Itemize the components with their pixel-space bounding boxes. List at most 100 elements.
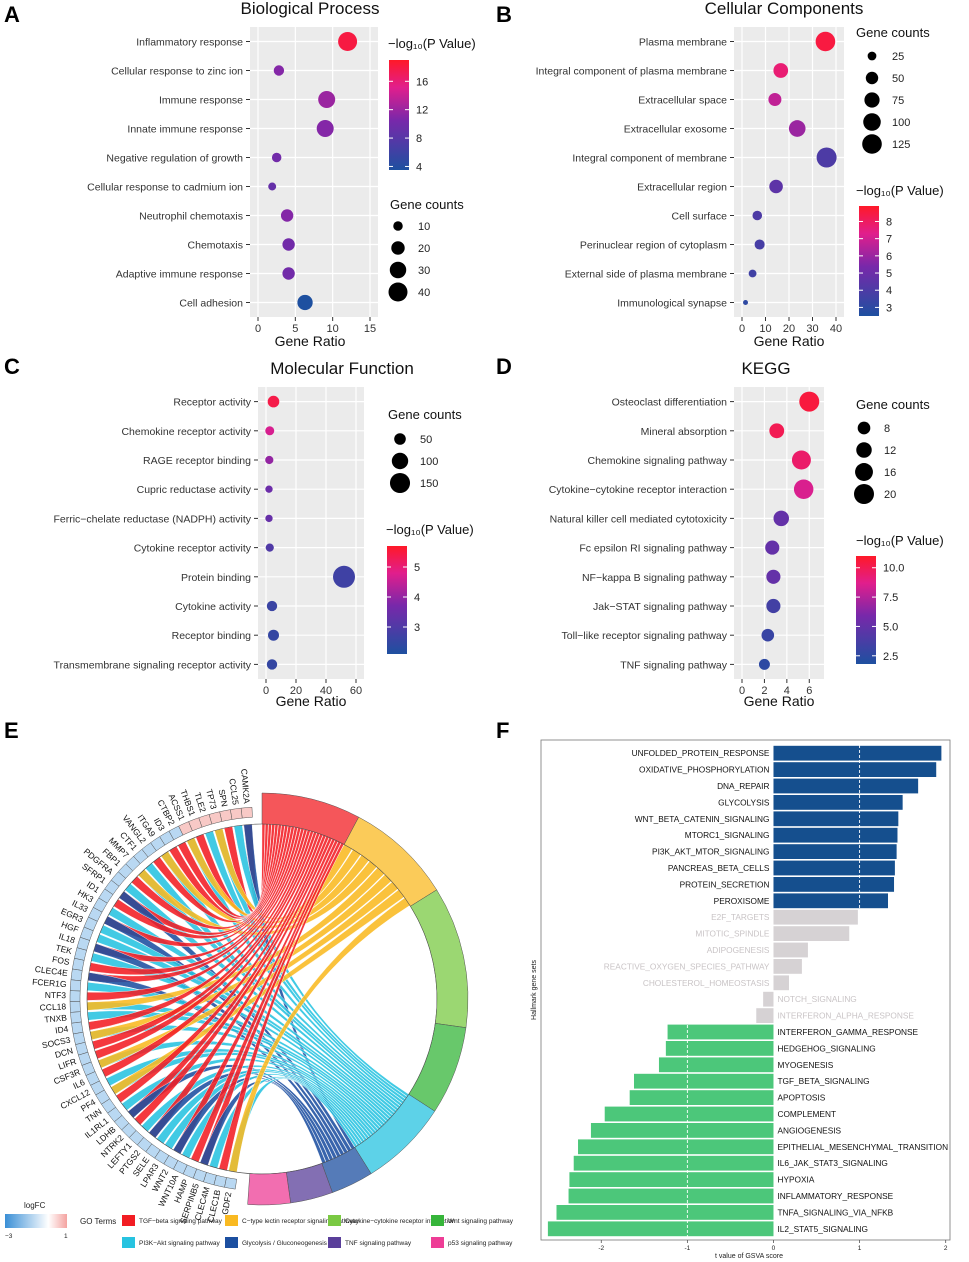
size-legend-dot xyxy=(867,51,877,61)
data-point xyxy=(761,628,775,642)
go-term-swatch xyxy=(122,1215,135,1226)
gene-set-label: HYPOXIA xyxy=(777,1175,814,1185)
gene-set-label: MYOGENESIS xyxy=(777,1060,833,1070)
gene-logfc-cell xyxy=(136,1137,153,1153)
y-category-label: Integral component of plasma membrane xyxy=(536,66,728,78)
gene-logfc-cell xyxy=(168,825,184,841)
color-bar-label: 4 xyxy=(414,592,420,604)
gsva-bar xyxy=(773,745,942,761)
pathway-sector xyxy=(408,1023,467,1112)
y-axis-title: Hallmark gene sets xyxy=(531,960,538,1020)
gene-set-label: E2F_TARGETS xyxy=(711,912,770,922)
size-legend-label: 20 xyxy=(418,243,430,255)
x-tick-label: 0 xyxy=(739,323,745,335)
data-point xyxy=(280,209,294,222)
gene-set-label: PROTEIN_SECRETION xyxy=(680,879,770,889)
size-legend-label: 40 xyxy=(418,287,430,299)
size-legend-label: 100 xyxy=(420,456,438,468)
gsva-bar xyxy=(773,909,858,925)
size-legend-label: 100 xyxy=(892,117,910,129)
panel-label: A xyxy=(4,2,20,27)
go-term-label: C−type lectin receptor signaling pathway xyxy=(242,1218,360,1225)
gene-set-label: APOPTOSIS xyxy=(777,1093,825,1103)
size-legend-label: 12 xyxy=(884,445,896,457)
color-bar-label: 7.5 xyxy=(883,592,898,604)
size-legend-label: 30 xyxy=(418,265,430,277)
panel-e-chord-diagram: E CAMK2A CCL25 SPN TP73 TLE2 THBS1 ACSS1 CTBP2 I… xyxy=(0,712,520,1262)
gsva-bar xyxy=(773,778,919,794)
gene-logfc-cell xyxy=(198,814,213,828)
gsva-bar xyxy=(773,926,850,941)
gene-label: FCER1G xyxy=(32,977,67,989)
data-point xyxy=(769,423,785,439)
go-term-label: TNF signaling pathway xyxy=(345,1240,412,1247)
y-category-label: Perinuclear region of cytoplasm xyxy=(580,240,727,252)
data-point xyxy=(282,238,295,251)
go-term-label: Wnt signaling pathway xyxy=(448,1218,514,1225)
y-category-label: Neutrophil chemotaxis xyxy=(139,211,243,223)
x-axis-title: Gene Ratio xyxy=(744,693,815,709)
data-point xyxy=(265,455,274,465)
go-terms-legend-title: GO Terms xyxy=(80,1217,116,1226)
size-legend-dot xyxy=(864,92,880,108)
y-category-label: Extracellular region xyxy=(637,182,727,194)
y-category-label: Extracellular space xyxy=(638,95,727,107)
y-category-label: Innate immune response xyxy=(127,124,243,136)
data-point xyxy=(265,485,273,493)
y-category-label: Plasma membrane xyxy=(639,37,727,49)
color-bar-label: 12 xyxy=(416,105,428,117)
go-term-swatch xyxy=(225,1215,238,1226)
y-category-label: RAGE receptor binding xyxy=(143,455,251,467)
gene-logfc-cell xyxy=(69,979,82,992)
gsva-bar xyxy=(773,975,789,991)
data-point xyxy=(815,31,836,52)
gsva-bar xyxy=(667,1024,774,1040)
y-category-label: Cytokine−cytokine receptor interaction xyxy=(549,484,727,496)
x-tick-label: 40 xyxy=(830,323,842,335)
gene-logfc-cell xyxy=(92,897,108,913)
gsva-bar xyxy=(773,811,899,827)
gene-logfc-cell xyxy=(72,1031,86,1045)
size-legend-label: 50 xyxy=(420,434,432,446)
gsva-bar xyxy=(573,1155,774,1171)
data-point xyxy=(338,32,358,51)
gene-set-label: UNFOLDED_PROTEIN_RESPONSE xyxy=(632,748,770,758)
gene-label: CCL25 xyxy=(227,778,241,806)
gene-set-label: IL2_STAT5_SIGNALING xyxy=(777,1224,868,1234)
x-tick-label: 10 xyxy=(759,323,771,335)
gene-label: CCL18 xyxy=(39,1001,66,1012)
chart-title: Cellular Components xyxy=(705,0,864,18)
data-point xyxy=(267,395,280,408)
y-category-label: Receptor activity xyxy=(173,397,251,409)
color-bar-label: 2.5 xyxy=(883,651,898,663)
y-category-label: Cellular response to cadmium ion xyxy=(87,182,243,194)
data-point xyxy=(793,479,814,499)
gene-label: FOS xyxy=(51,954,70,967)
gsva-bar xyxy=(633,1073,774,1089)
y-category-label: Cell surface xyxy=(672,211,728,223)
y-category-label: Osteoclast differentiation xyxy=(612,397,728,409)
panel-label: E xyxy=(4,718,19,743)
gene-set-label: CHOLESTEROL_HOMEOSTASIS xyxy=(643,978,770,988)
gene-set-label: GLYCOLYSIS xyxy=(718,797,770,807)
data-point xyxy=(266,659,278,670)
y-category-label: Jak−STAT signaling pathway xyxy=(593,601,728,613)
data-point xyxy=(768,92,782,107)
gene-set-label: ANGIOGENESIS xyxy=(777,1125,841,1135)
y-category-label: Extracellular exosome xyxy=(624,124,727,136)
y-category-label: Cytokine receptor activity xyxy=(134,543,252,555)
y-category-label: Negative regulation of growth xyxy=(106,153,243,165)
gsva-bar xyxy=(578,1139,774,1155)
data-point xyxy=(273,65,285,76)
gene-logfc-cell xyxy=(145,1143,161,1159)
logfc-min-label: −3 xyxy=(5,1233,13,1240)
go-term-label: Cytokine−cytokine receptor interaction xyxy=(345,1218,456,1225)
y-category-label: Immune response xyxy=(159,95,243,107)
gene-set-label: OXIDATIVE_PHOSPHORYLATION xyxy=(639,765,769,775)
y-category-label: Adaptive immune response xyxy=(116,269,243,281)
size-legend-label: 25 xyxy=(892,51,904,63)
size-legend-label: 16 xyxy=(884,467,896,479)
data-point xyxy=(773,63,789,78)
gene-logfc-cell xyxy=(78,1051,92,1066)
gene-set-label: NOTCH_SIGNALING xyxy=(777,994,856,1004)
